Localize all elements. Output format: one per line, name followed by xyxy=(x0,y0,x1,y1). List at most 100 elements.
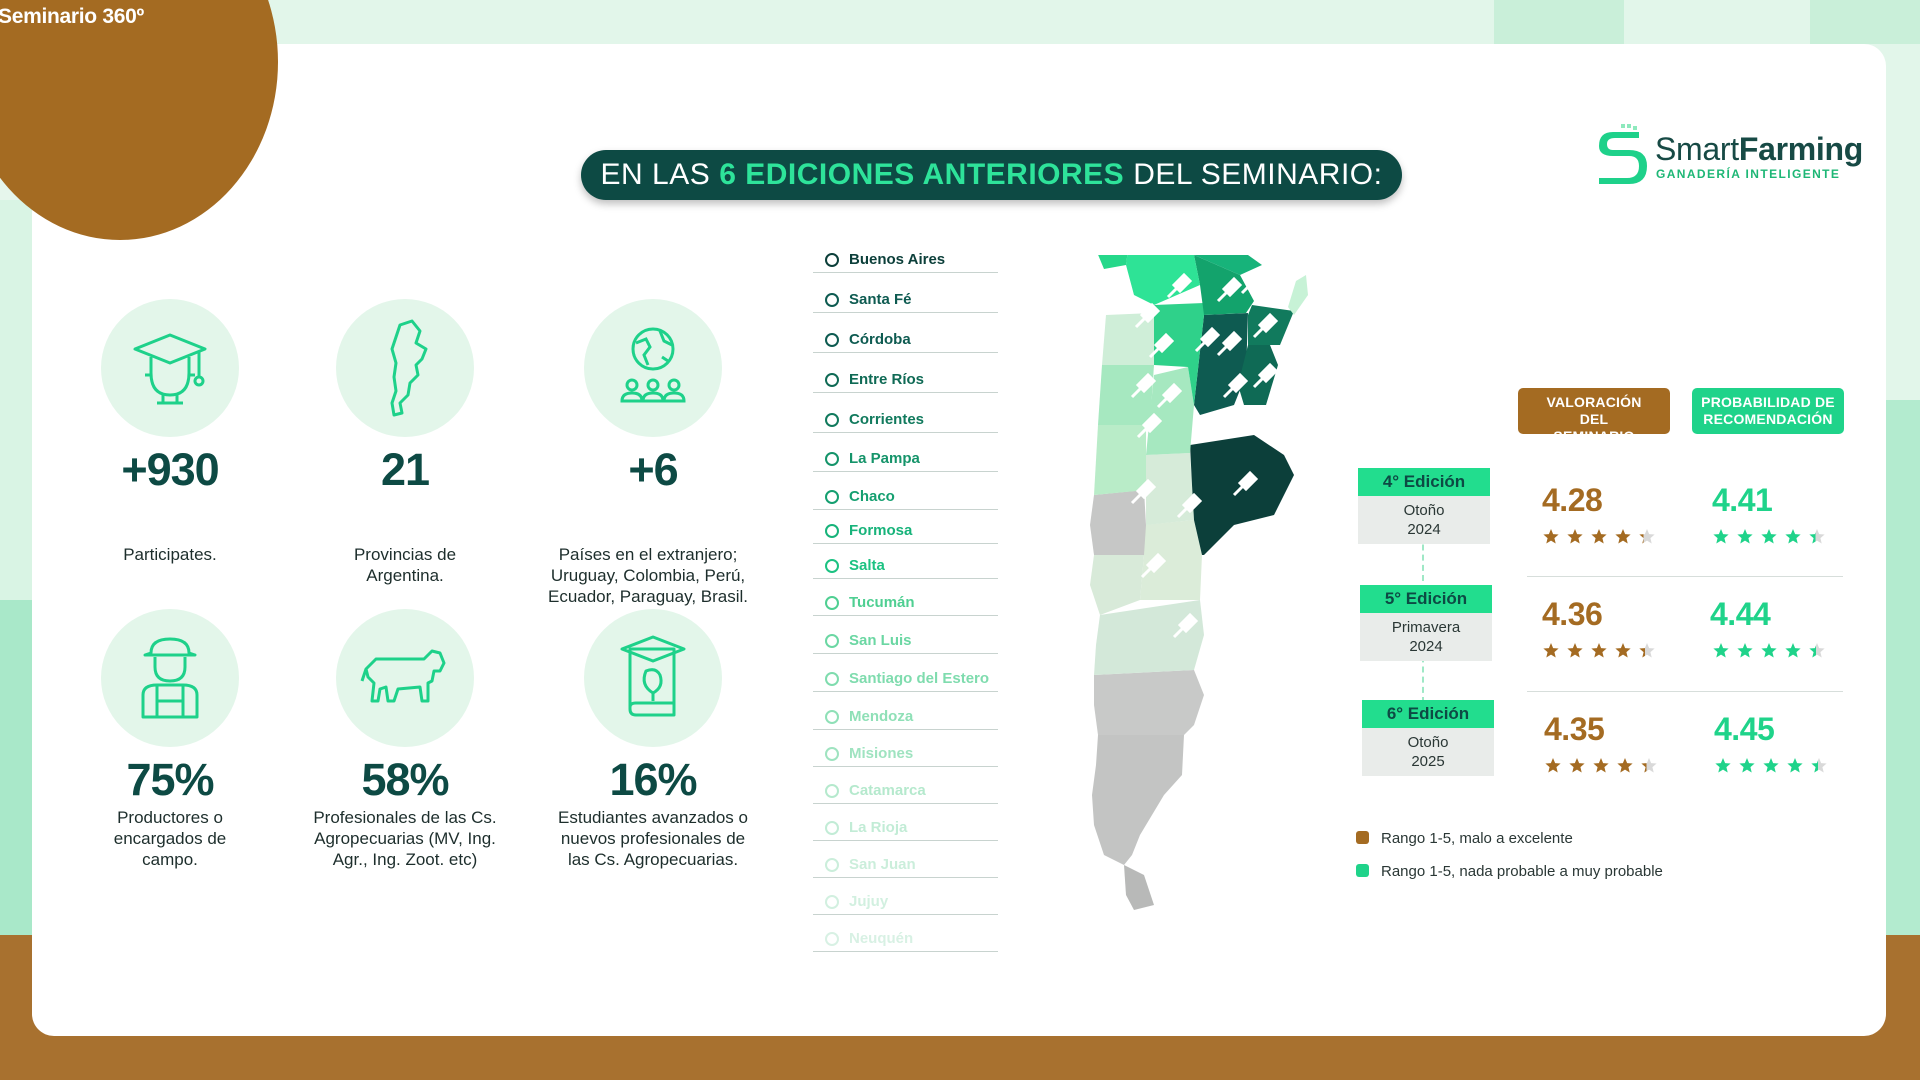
star-icon xyxy=(1593,758,1609,773)
star-icon xyxy=(1615,643,1631,658)
legend-recomendacion: Rango 1-5, nada probable a muy probable xyxy=(1356,863,1663,880)
province-item: Catamarca xyxy=(813,774,998,804)
logo-wordmark: SmartFarming xyxy=(1655,131,1863,167)
argentina-map-icon xyxy=(390,319,428,417)
province-marker-icon xyxy=(825,524,839,538)
badge-label: Seminario 360º xyxy=(0,5,144,28)
province-name: Formosa xyxy=(849,522,913,539)
stat-value-producers: 75% xyxy=(126,754,214,805)
edition-5-tag: 5° Edición xyxy=(1360,585,1492,613)
province-marker-icon xyxy=(825,373,839,387)
province-marker-icon xyxy=(825,710,839,724)
stat-circle-professionals xyxy=(336,609,474,747)
province-marker-icon xyxy=(825,821,839,835)
star-icon xyxy=(1713,529,1729,544)
map-region-san-luis xyxy=(1146,453,1194,525)
star-icon xyxy=(1641,758,1657,773)
province-name: Entre Ríos xyxy=(849,371,925,388)
star-icon xyxy=(1567,529,1583,544)
province-marker-icon xyxy=(825,784,839,798)
edition-4-tag: 4° Edición xyxy=(1358,468,1490,496)
map-region-la-pampa xyxy=(1140,520,1202,600)
cow-icon xyxy=(360,649,446,703)
province-name: San Luis xyxy=(849,632,912,649)
province-marker-icon xyxy=(825,413,839,427)
separator-2 xyxy=(1527,691,1843,692)
map-region-buenos-aires xyxy=(1190,435,1294,555)
province-marker-icon xyxy=(825,253,839,267)
province-item: Corrientes xyxy=(813,403,998,433)
province-item: Tucumán xyxy=(813,586,998,616)
edition-6-tag: 6° Edición xyxy=(1362,700,1494,728)
star-icon xyxy=(1615,529,1631,544)
edition-6-recomendacion: 4.45 xyxy=(1714,711,1775,747)
province-name: Córdoba xyxy=(849,331,911,348)
stat-circle-producers xyxy=(101,609,239,747)
stat-circle-countries xyxy=(584,299,722,437)
stat-desc-producers: Productores o encargados de campo. xyxy=(113,808,227,869)
farmer-icon xyxy=(141,637,199,719)
map-region-san-juan xyxy=(1094,425,1146,495)
graduate-icon xyxy=(133,333,207,405)
logo-tagline: GANADERÍA INTELIGENTE xyxy=(1656,167,1841,181)
province-name: Buenos Aires xyxy=(849,251,946,268)
star-icon xyxy=(1737,643,1753,658)
province-name: Santa Fé xyxy=(849,291,912,308)
col-header-valoracion: VALORACIÓN DEL SEMINARIO xyxy=(1518,388,1670,444)
edition-6-valoracion: 4.35 xyxy=(1544,711,1605,747)
stat-desc-provinces: Provincias de Argentina. xyxy=(353,545,457,585)
province-name: Mendoza xyxy=(849,708,914,725)
province-marker-icon xyxy=(825,858,839,872)
province-marker-icon xyxy=(825,747,839,761)
edition-6-recomendacion-stars xyxy=(1715,758,1827,773)
star-icon xyxy=(1591,529,1607,544)
star-icon xyxy=(1737,529,1753,544)
province-item: Buenos Aires xyxy=(813,243,998,273)
star-icon xyxy=(1543,529,1559,544)
map-pins xyxy=(1130,268,1279,639)
star-icon xyxy=(1543,643,1559,658)
star-icon xyxy=(1785,643,1801,658)
province-item: San Luis xyxy=(813,624,998,654)
logo-s-icon xyxy=(1599,124,1647,184)
edition-5-date: Primavera 2024 xyxy=(1360,613,1492,661)
province-item: Entre Ríos xyxy=(813,363,998,393)
province-item: Neuquén xyxy=(813,922,998,952)
edition-5-valoracion: 4.36 xyxy=(1542,596,1603,632)
province-name: Tucumán xyxy=(849,594,915,611)
stat-value-countries: +6 xyxy=(628,444,678,495)
edition-5-recomendacion-stars xyxy=(1713,643,1825,658)
province-item: La Rioja xyxy=(813,811,998,841)
map-region-la-rioja xyxy=(1098,365,1154,425)
map-region-neuquen xyxy=(1090,555,1144,615)
stat-desc-professionals: Profesionales de las Cs. Agropecuarias (… xyxy=(313,808,497,869)
map-region-santiago xyxy=(1154,303,1204,405)
province-marker-icon xyxy=(825,490,839,504)
edition-4-recomendacion: 4.41 xyxy=(1712,482,1773,518)
map-region-rio-negro xyxy=(1094,600,1204,675)
province-marker-icon xyxy=(825,932,839,946)
separator-1 xyxy=(1527,576,1843,577)
globe-people-icon xyxy=(620,327,686,403)
map-region-chaco xyxy=(1194,255,1254,315)
star-icon xyxy=(1763,758,1779,773)
province-name: La Pampa xyxy=(849,450,920,467)
star-icon xyxy=(1811,758,1827,773)
province-item: Santa Fé xyxy=(813,283,998,313)
star-icon xyxy=(1639,643,1655,658)
star-icon xyxy=(1739,758,1755,773)
province-marker-icon xyxy=(825,895,839,909)
province-marker-icon xyxy=(825,634,839,648)
province-item: Mendoza xyxy=(813,700,998,730)
star-icon xyxy=(1761,529,1777,544)
province-item: La Pampa xyxy=(813,442,998,472)
stat-value-participants: +930 xyxy=(121,444,219,495)
star-icon xyxy=(1591,643,1607,658)
star-icon xyxy=(1639,529,1655,544)
province-item: Formosa xyxy=(813,514,998,544)
province-marker-icon xyxy=(825,452,839,466)
map-region-misiones xyxy=(1288,275,1308,315)
stat-value-professionals: 58% xyxy=(361,754,449,805)
star-icon xyxy=(1761,643,1777,658)
stat-desc-participants: Participates. xyxy=(123,545,217,564)
